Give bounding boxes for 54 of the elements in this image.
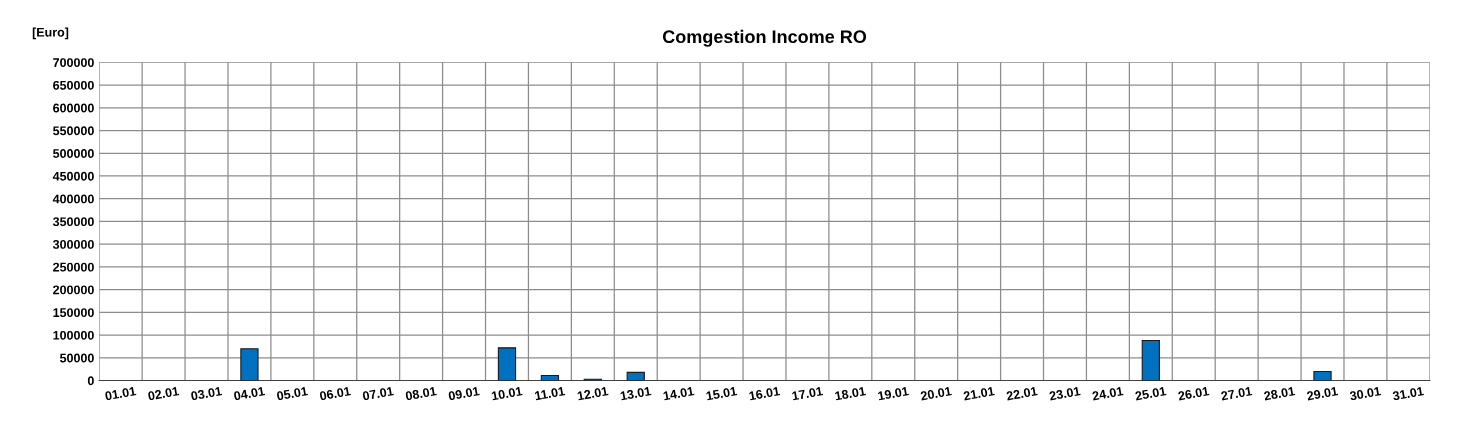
chart-title: Comgestion Income RO — [662, 29, 867, 47]
x-tick-label: 30.01 — [1349, 386, 1382, 401]
x-tick-label: 26.01 — [1177, 386, 1210, 401]
x-tick-label: 20.01 — [920, 386, 952, 401]
x-tick-label: 15.01 — [706, 386, 738, 401]
bar — [1313, 370, 1332, 381]
y-tick-label: 450000 — [52, 171, 94, 181]
y-axis-title: [Euro] — [32, 27, 69, 40]
y-tick-label: 200000 — [53, 285, 94, 295]
x-tick-label: 24.01 — [1091, 386, 1124, 401]
y-tick-label: 600000 — [53, 103, 94, 113]
x-tick-label: 07.01 — [362, 386, 394, 401]
x-tick-label: 21.01 — [963, 386, 995, 401]
x-tick-label: 03.01 — [190, 386, 223, 401]
x-tick-label: 06.01 — [319, 386, 351, 401]
x-tick-label: 18.01 — [834, 386, 867, 401]
x-tick-label: 13.01 — [620, 386, 652, 401]
y-tick-label: 100000 — [53, 330, 94, 340]
x-tick-label: 05.01 — [276, 386, 309, 401]
y-tick-label: 350000 — [52, 217, 94, 227]
x-tick-label: 19.01 — [877, 386, 909, 401]
bar — [497, 347, 517, 381]
x-tick-label: 17.01 — [791, 386, 824, 401]
y-tick-label: 500000 — [53, 149, 94, 158]
y-tick-label: 50000 — [59, 353, 94, 363]
x-tick-label: 25.01 — [1134, 386, 1167, 401]
y-tick-label: 550000 — [53, 126, 94, 136]
y-tick-label: 700000 — [53, 58, 94, 67]
y-tick-label: 650000 — [53, 80, 94, 90]
bar — [626, 371, 645, 381]
x-tick-label: 01.01 — [104, 386, 137, 401]
x-tick-label: 14.01 — [663, 386, 695, 401]
bar — [240, 348, 259, 381]
x-tick-label: 08.01 — [405, 386, 437, 401]
y-tick-label: 250000 — [53, 262, 94, 272]
x-tick-label: 11.01 — [534, 386, 566, 401]
x-tick-label: 10.01 — [491, 386, 523, 401]
x-tick-label: 16.01 — [748, 386, 781, 401]
x-tick-label: 29.01 — [1306, 386, 1339, 401]
x-tick-label: 28.01 — [1263, 386, 1296, 401]
x-tick-label: 27.01 — [1220, 386, 1253, 401]
bar — [540, 374, 560, 381]
y-tick-label: 300000 — [52, 239, 94, 249]
x-tick-label: 02.01 — [147, 386, 180, 401]
x-tick-label: 23.01 — [1049, 386, 1081, 401]
x-tick-label: 04.01 — [233, 386, 266, 401]
x-tick-label: 22.01 — [1006, 386, 1038, 401]
y-tick-label: 0 — [87, 376, 94, 386]
bar — [1141, 339, 1160, 381]
y-tick-label: 150000 — [53, 308, 94, 318]
x-tick-label: 09.01 — [448, 386, 480, 401]
y-tick-label: 400000 — [52, 194, 94, 204]
x-tick-label: 12.01 — [577, 386, 609, 401]
x-tick-label: 31.01 — [1392, 386, 1425, 401]
